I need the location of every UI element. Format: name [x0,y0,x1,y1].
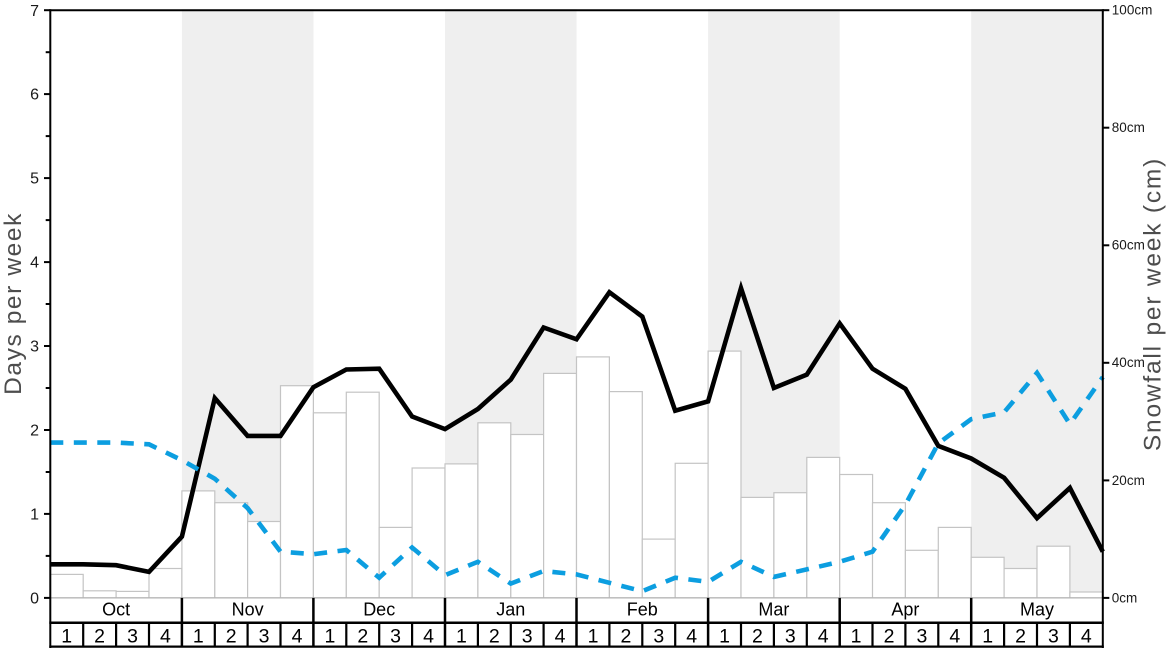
svg-text:1: 1 [61,626,72,648]
svg-text:4: 4 [555,626,566,648]
svg-text:2: 2 [752,626,763,648]
svg-text:1: 1 [851,626,862,648]
svg-text:Nov: Nov [232,599,264,619]
svg-text:Jan: Jan [496,599,525,619]
svg-text:3: 3 [127,626,138,648]
svg-text:1: 1 [456,626,467,648]
svg-text:2: 2 [620,626,631,648]
svg-text:6: 6 [30,87,39,104]
svg-text:May: May [1020,599,1054,619]
svg-text:2: 2 [489,626,500,648]
svg-text:1: 1 [982,626,993,648]
svg-text:3: 3 [785,626,796,648]
svg-text:4: 4 [949,626,960,648]
svg-text:2: 2 [226,626,237,648]
svg-text:2: 2 [357,626,368,648]
svg-text:2: 2 [94,626,105,648]
svg-text:4: 4 [160,626,171,648]
svg-text:20cm: 20cm [1112,473,1145,488]
svg-text:4: 4 [686,626,697,648]
svg-text:7: 7 [30,3,39,20]
svg-text:3: 3 [390,626,401,648]
svg-text:4: 4 [1081,626,1092,648]
svg-text:1: 1 [719,626,730,648]
svg-text:0: 0 [30,591,39,608]
svg-text:4: 4 [292,626,303,648]
svg-text:Apr: Apr [891,599,919,619]
svg-text:4: 4 [423,626,434,648]
svg-text:40cm: 40cm [1112,355,1145,370]
svg-text:3: 3 [522,626,533,648]
svg-text:3: 3 [30,339,39,356]
svg-text:80cm: 80cm [1112,120,1145,135]
svg-text:4: 4 [818,626,829,648]
svg-text:1: 1 [30,507,39,524]
svg-text:1: 1 [324,626,335,648]
svg-text:0cm: 0cm [1112,590,1138,605]
svg-text:Days per week: Days per week [0,212,27,395]
svg-text:3: 3 [1048,626,1059,648]
svg-text:60cm: 60cm [1112,238,1145,253]
svg-text:4: 4 [30,255,39,272]
svg-text:Feb: Feb [627,599,658,619]
svg-text:100cm: 100cm [1112,3,1153,18]
svg-text:Snowfall per week (cm): Snowfall per week (cm) [1140,157,1167,451]
svg-text:2: 2 [884,626,895,648]
svg-text:Mar: Mar [758,599,789,619]
svg-text:5: 5 [30,171,39,188]
svg-text:1: 1 [193,626,204,648]
svg-text:2: 2 [1015,626,1026,648]
svg-text:2: 2 [30,423,39,440]
svg-text:Dec: Dec [363,599,395,619]
svg-text:3: 3 [653,626,664,648]
svg-text:Oct: Oct [102,599,130,619]
svg-text:1: 1 [588,626,599,648]
svg-text:3: 3 [916,626,927,648]
svg-text:3: 3 [259,626,270,648]
